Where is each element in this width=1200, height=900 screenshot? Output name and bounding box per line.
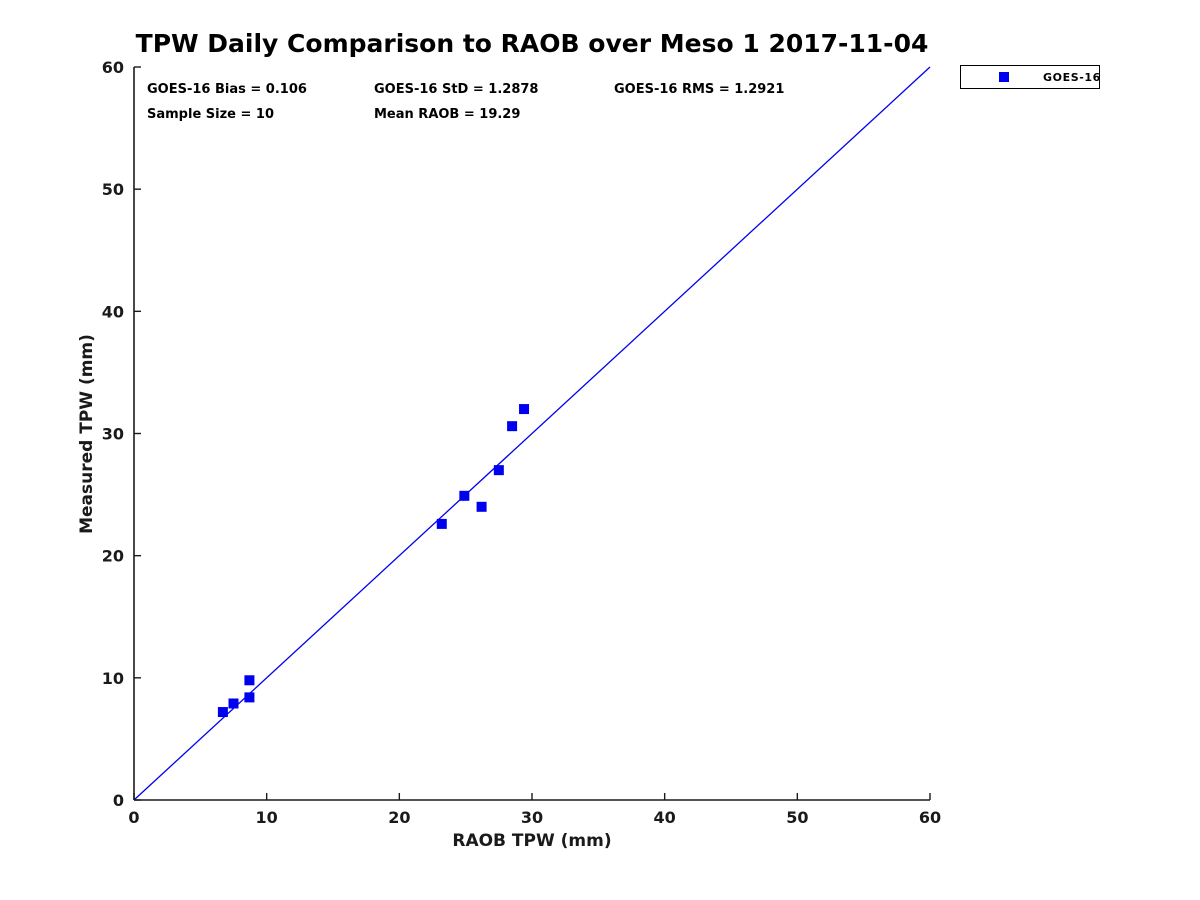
legend: GOES-16 (960, 65, 1100, 89)
data-point (228, 698, 239, 709)
data-point (244, 675, 255, 686)
stat-std: GOES-16 StD = 1.2878 (374, 82, 539, 97)
legend-marker-icon (999, 72, 1009, 82)
tick-marks (133, 66, 931, 801)
x-tick-label: 60 (919, 808, 941, 827)
x-tick-label: 0 (128, 808, 139, 827)
y-tick-label: 40 (102, 302, 124, 321)
data-point (217, 707, 228, 718)
x-tick-label: 50 (786, 808, 808, 827)
y-axis-label: Measured TPW (mm) (77, 334, 97, 534)
stat-sample-size: Sample Size = 10 (147, 107, 275, 122)
data-point (507, 421, 518, 432)
x-tick-label: 10 (256, 808, 278, 827)
x-axis-label: RAOB TPW (mm) (452, 831, 612, 851)
data-point (476, 501, 487, 512)
identity-line (133, 66, 931, 801)
data-point (519, 404, 530, 415)
x-tick-label: 20 (388, 808, 410, 827)
stat-rms: GOES-16 RMS = 1.2921 (614, 82, 785, 97)
y-tick-label: 60 (102, 58, 124, 77)
x-tick-labels: 0 10 20 30 40 50 60 (128, 808, 941, 827)
y-tick-label: 30 (102, 425, 124, 444)
data-point (493, 465, 504, 476)
y-tick-labels: 0 10 20 30 40 50 60 (102, 58, 124, 810)
data-point (436, 518, 447, 529)
y-tick-label: 50 (102, 180, 124, 199)
y-tick-label: 0 (113, 791, 124, 810)
stat-mean-raob: Mean RAOB = 19.29 (374, 107, 521, 122)
legend-label: GOES-16 (1043, 70, 1101, 84)
x-tick-label: 40 (654, 808, 676, 827)
data-point (459, 490, 470, 501)
y-tick-label: 10 (102, 669, 124, 688)
y-tick-label: 20 (102, 547, 124, 566)
scatter-series-goes-16 (217, 404, 530, 718)
chart-title: TPW Daily Comparison to RAOB over Meso 1… (135, 29, 929, 58)
x-tick-label: 30 (521, 808, 543, 827)
stat-bias: GOES-16 Bias = 0.106 (147, 82, 307, 97)
data-point (244, 692, 255, 703)
